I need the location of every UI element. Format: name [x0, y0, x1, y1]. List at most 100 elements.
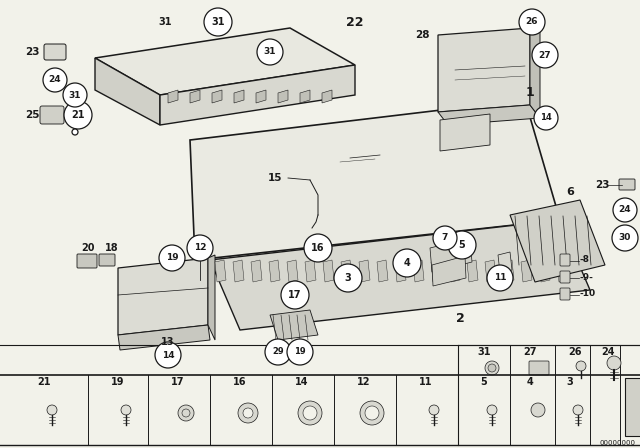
Text: 4: 4: [404, 258, 410, 268]
Polygon shape: [438, 105, 540, 125]
Text: 31: 31: [68, 90, 81, 99]
Circle shape: [281, 281, 309, 309]
Polygon shape: [521, 260, 532, 282]
Circle shape: [304, 234, 332, 262]
Text: 16: 16: [311, 243, 324, 253]
FancyBboxPatch shape: [77, 254, 97, 268]
Polygon shape: [449, 260, 460, 282]
Circle shape: [159, 245, 185, 271]
Polygon shape: [341, 260, 352, 282]
Circle shape: [613, 198, 637, 222]
FancyBboxPatch shape: [625, 378, 640, 436]
Polygon shape: [539, 260, 550, 282]
Circle shape: [487, 265, 513, 291]
FancyBboxPatch shape: [44, 44, 66, 60]
FancyBboxPatch shape: [560, 288, 570, 300]
Polygon shape: [359, 260, 370, 282]
Circle shape: [607, 356, 621, 370]
Text: 26: 26: [525, 17, 538, 26]
Circle shape: [121, 405, 131, 415]
Polygon shape: [323, 260, 334, 282]
Text: 21: 21: [71, 110, 84, 120]
Polygon shape: [118, 325, 210, 350]
Text: -8: -8: [580, 255, 590, 264]
Text: 1: 1: [525, 86, 534, 99]
Polygon shape: [557, 260, 568, 282]
Circle shape: [204, 8, 232, 36]
Polygon shape: [234, 90, 244, 103]
Circle shape: [187, 235, 213, 261]
Text: 31: 31: [264, 47, 276, 56]
Polygon shape: [431, 260, 442, 282]
FancyBboxPatch shape: [40, 106, 64, 124]
Text: 14: 14: [540, 113, 552, 122]
Text: 19: 19: [166, 254, 179, 263]
Polygon shape: [168, 90, 178, 103]
Polygon shape: [215, 260, 226, 282]
Polygon shape: [498, 252, 512, 273]
Text: 2: 2: [456, 311, 465, 324]
Polygon shape: [430, 238, 472, 272]
Text: 5: 5: [481, 377, 488, 387]
Text: 25: 25: [25, 110, 39, 120]
Circle shape: [155, 342, 181, 368]
Text: 30: 30: [619, 233, 631, 242]
FancyBboxPatch shape: [619, 179, 635, 190]
Text: 14: 14: [295, 377, 308, 387]
Text: 31: 31: [211, 17, 225, 27]
Circle shape: [298, 401, 322, 425]
Text: 15: 15: [268, 173, 282, 183]
FancyBboxPatch shape: [99, 254, 115, 266]
Polygon shape: [305, 260, 316, 282]
Text: 12: 12: [357, 377, 371, 387]
Text: 31: 31: [158, 17, 172, 27]
Circle shape: [487, 405, 497, 415]
Text: 17: 17: [288, 290, 301, 300]
Polygon shape: [467, 260, 478, 282]
Text: 19: 19: [294, 348, 306, 357]
Text: 12: 12: [194, 244, 206, 253]
Text: -9-: -9-: [580, 272, 594, 281]
Text: 3: 3: [344, 273, 351, 283]
Circle shape: [64, 101, 92, 129]
Polygon shape: [256, 90, 266, 103]
Circle shape: [360, 401, 384, 425]
Text: 4: 4: [527, 377, 533, 387]
FancyBboxPatch shape: [529, 361, 549, 375]
Text: 5: 5: [459, 240, 465, 250]
Circle shape: [47, 405, 57, 415]
Circle shape: [534, 106, 558, 130]
Text: 23: 23: [25, 47, 39, 57]
Circle shape: [243, 408, 253, 418]
Polygon shape: [432, 256, 466, 286]
Circle shape: [365, 406, 379, 420]
Circle shape: [488, 364, 496, 372]
Circle shape: [433, 226, 457, 250]
Circle shape: [393, 249, 421, 277]
Text: 6: 6: [566, 187, 574, 197]
Text: 3: 3: [566, 377, 573, 387]
Circle shape: [429, 405, 439, 415]
Polygon shape: [287, 260, 298, 282]
Text: 00000000: 00000000: [599, 440, 635, 446]
Text: 14: 14: [162, 350, 174, 359]
Polygon shape: [503, 260, 514, 282]
Polygon shape: [322, 90, 332, 103]
Text: 24: 24: [619, 206, 631, 215]
Text: 23: 23: [595, 180, 609, 190]
Polygon shape: [485, 260, 496, 282]
Circle shape: [519, 9, 545, 35]
Polygon shape: [278, 90, 288, 103]
Circle shape: [448, 231, 476, 259]
Polygon shape: [438, 28, 530, 112]
Polygon shape: [210, 220, 590, 330]
Text: 27: 27: [539, 51, 551, 60]
Circle shape: [265, 339, 291, 365]
Text: -10: -10: [580, 289, 596, 298]
Circle shape: [485, 361, 499, 375]
Polygon shape: [160, 65, 355, 125]
Polygon shape: [413, 260, 424, 282]
FancyBboxPatch shape: [560, 254, 570, 266]
Circle shape: [238, 403, 258, 423]
Circle shape: [43, 68, 67, 92]
